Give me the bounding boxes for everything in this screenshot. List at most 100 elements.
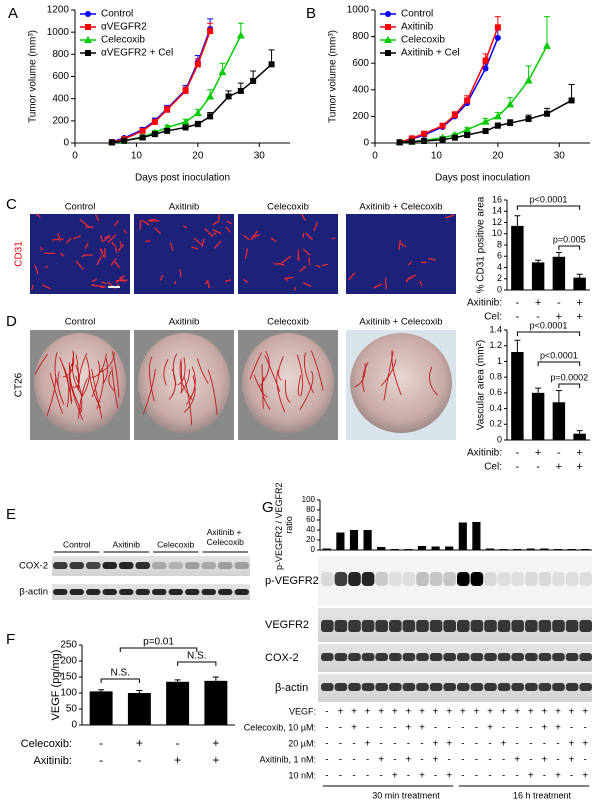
bar: [404, 549, 413, 550]
condition-mark: -: [516, 461, 520, 473]
band: [152, 562, 167, 569]
significance-bracket: [558, 245, 581, 250]
marker: [482, 57, 489, 64]
band: [565, 653, 579, 661]
y-tick-label: 0: [71, 720, 77, 731]
marker: [151, 131, 158, 138]
vessel: [81, 356, 90, 398]
condition-mark: +: [337, 707, 343, 718]
significance-bracket: [516, 331, 581, 336]
condition-mark: -: [584, 723, 587, 734]
marker: [121, 137, 128, 144]
condition-mark: +: [460, 707, 466, 718]
blot-row-label: β-actin: [275, 682, 308, 694]
vessel: [276, 369, 286, 413]
legend-marker: [384, 36, 392, 43]
band: [579, 653, 592, 661]
condition-mark: -: [584, 755, 587, 766]
legend-marker: [85, 50, 91, 56]
condition-mark: +: [433, 739, 439, 750]
y-tick-label: 20: [306, 535, 315, 544]
legend-marker: [84, 36, 92, 43]
error-bar: [535, 259, 542, 263]
condition-mark: -: [475, 755, 478, 766]
vessel: [218, 214, 220, 221]
condition-mark: -: [475, 771, 478, 782]
bar: [552, 256, 566, 290]
condition-mark: +: [446, 739, 452, 750]
vessel: [186, 366, 196, 405]
condition-mark: -: [529, 755, 532, 766]
condition-mark: +: [555, 723, 561, 734]
condition-label: Celecoxib:: [21, 738, 72, 750]
error-bar: [576, 430, 583, 434]
condition-mark: +: [212, 753, 219, 767]
condition-mark: +: [576, 311, 582, 323]
blot-row-label: VEGFR2: [265, 619, 309, 631]
y-tick-label: 400: [52, 93, 69, 104]
bar: [363, 530, 372, 550]
bar: [531, 392, 545, 440]
vessel: [261, 376, 271, 410]
x-tick-label: 20: [492, 151, 504, 162]
y-tick-label: 150: [60, 672, 77, 683]
condition-mark: -: [529, 739, 532, 750]
condition-mark: -: [488, 739, 491, 750]
vessel: [398, 239, 401, 250]
condition-mark: -: [461, 739, 464, 750]
marker: [164, 106, 171, 113]
condition-mark: +: [569, 739, 575, 750]
vessel: [119, 241, 122, 247]
vessel: [34, 353, 48, 375]
eye: [138, 333, 230, 433]
series-line: [111, 30, 211, 143]
band: [497, 683, 511, 691]
condition-mark: +: [555, 707, 561, 718]
condition-mark: +: [582, 707, 588, 718]
condition-mark: +: [419, 723, 425, 734]
vessel: [313, 222, 318, 231]
y-axis-title: Vascular area (mm²): [476, 340, 487, 430]
micrograph: [238, 214, 338, 294]
y-tick-label: 0: [497, 434, 502, 444]
vessel: [108, 370, 116, 392]
vessel: [308, 257, 311, 266]
significance-bracket: [177, 661, 217, 666]
band: [348, 572, 361, 586]
vessel: [92, 284, 104, 288]
condition-mark: -: [516, 447, 520, 459]
bar: [581, 549, 590, 550]
condition-mark: +: [556, 311, 562, 323]
band: [361, 572, 375, 586]
condition-mark: -: [556, 739, 559, 750]
band: [86, 562, 101, 569]
band: [525, 620, 538, 632]
bar: [526, 548, 535, 550]
condition-mark: -: [461, 723, 464, 734]
vessel: [284, 276, 294, 280]
legend-marker: [385, 50, 391, 56]
bar: [573, 277, 586, 290]
band: [389, 683, 402, 691]
condition-mark: -: [325, 707, 328, 718]
condition-mark: -: [325, 723, 328, 734]
lane-label: Axitinib: [113, 539, 141, 549]
band: [334, 683, 348, 691]
band: [348, 683, 361, 691]
y-tick-label: 4: [497, 262, 502, 272]
marker: [193, 109, 202, 117]
condition-mark: +: [514, 755, 520, 766]
band: [135, 562, 150, 569]
condition-mark: -: [325, 771, 328, 782]
condition-mark: -: [352, 755, 355, 766]
vessel: [196, 358, 209, 384]
error-bar: [98, 689, 105, 692]
vessel: [60, 252, 65, 257]
condition-mark: -: [557, 297, 561, 309]
legend-marker: [85, 24, 91, 30]
eye: [34, 333, 126, 433]
condition-mark: -: [99, 753, 103, 767]
error-bar: [514, 339, 521, 352]
band: [375, 683, 388, 691]
